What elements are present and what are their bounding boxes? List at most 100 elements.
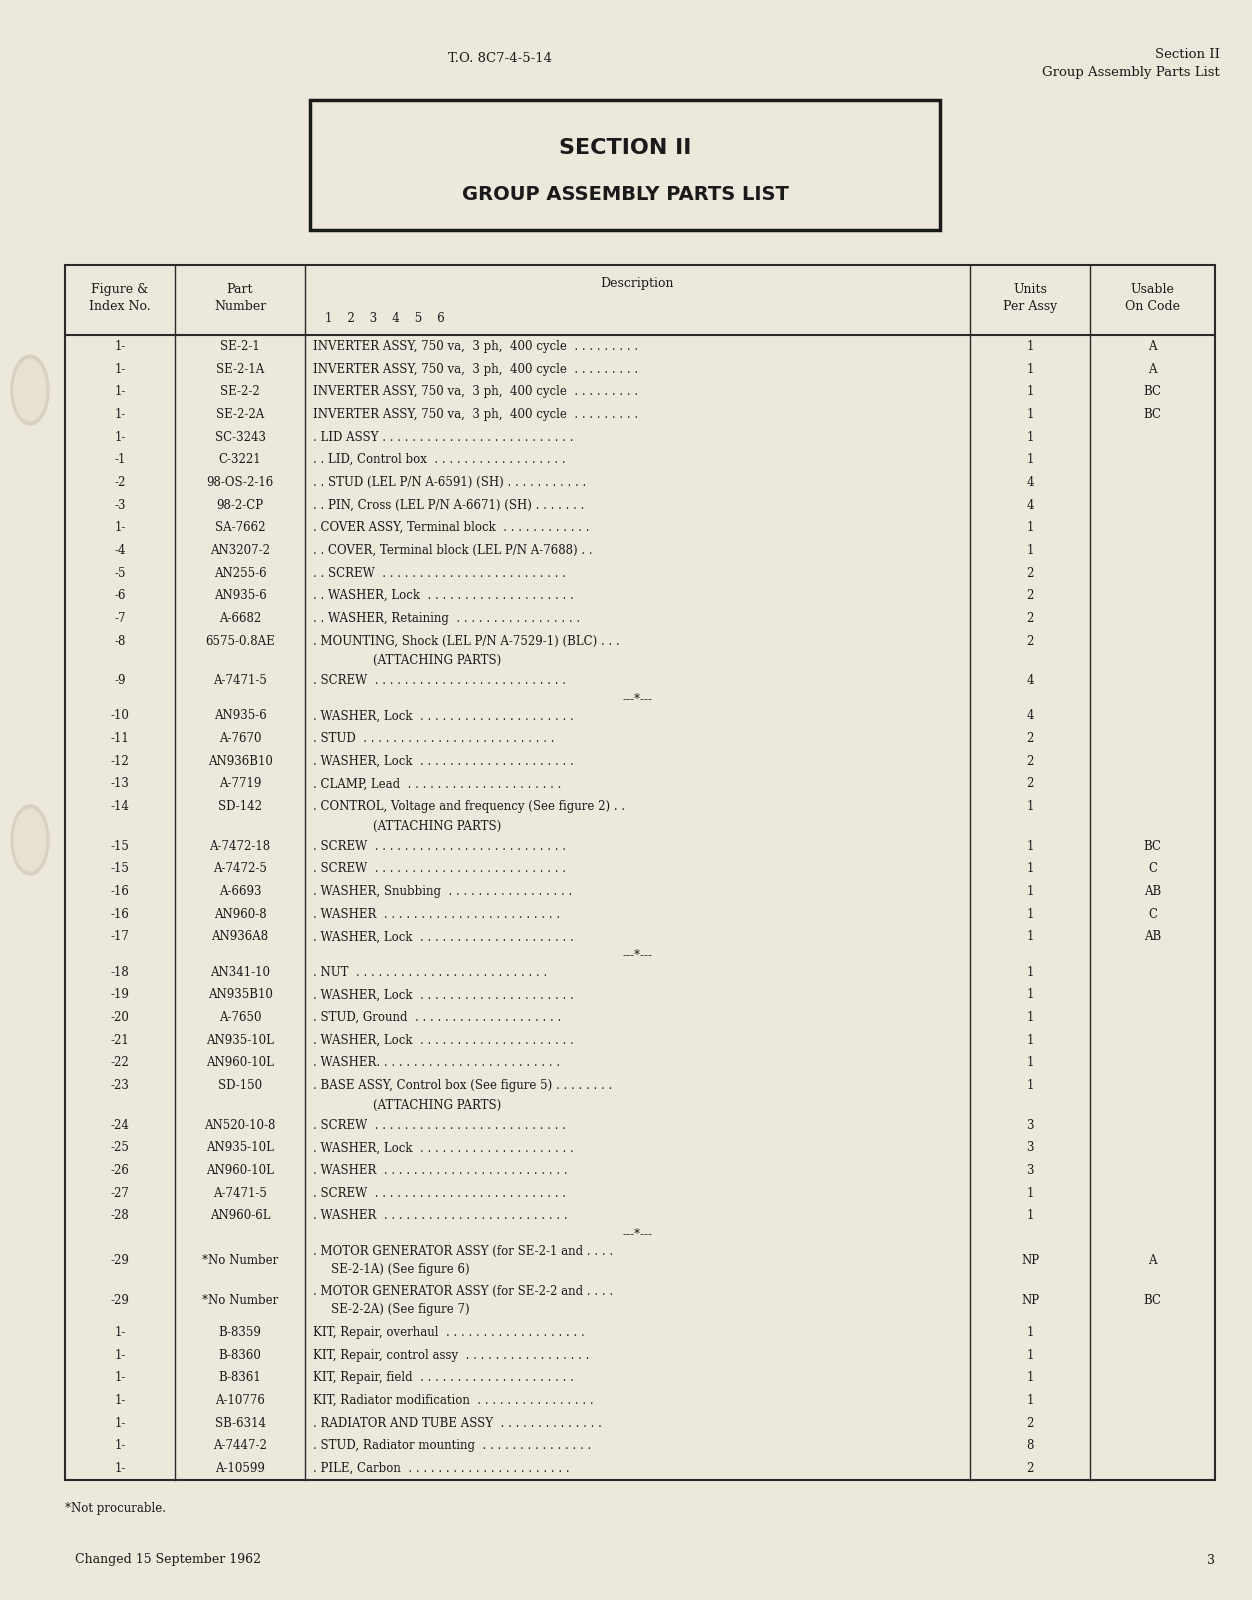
Text: 1: 1 — [1027, 966, 1034, 979]
Text: . COVER ASSY, Terminal block  . . . . . . . . . . . .: . COVER ASSY, Terminal block . . . . . .… — [313, 522, 590, 534]
Text: . WASHER  . . . . . . . . . . . . . . . . . . . . . . . . .: . WASHER . . . . . . . . . . . . . . . .… — [313, 1165, 567, 1178]
Text: -14: -14 — [110, 800, 129, 813]
Text: . SCREW  . . . . . . . . . . . . . . . . . . . . . . . . . .: . SCREW . . . . . . . . . . . . . . . . … — [313, 840, 566, 853]
Text: -3: -3 — [114, 499, 125, 512]
Text: 1: 1 — [1027, 1394, 1034, 1406]
Text: A-7471-5: A-7471-5 — [213, 674, 267, 688]
Text: -25: -25 — [110, 1141, 129, 1154]
Bar — [65, 266, 1214, 1480]
Text: ---*---: ---*--- — [622, 691, 652, 706]
Text: . LID ASSY . . . . . . . . . . . . . . . . . . . . . . . . . .: . LID ASSY . . . . . . . . . . . . . . .… — [313, 430, 573, 443]
Text: -24: -24 — [110, 1118, 129, 1131]
Text: -15: -15 — [110, 862, 129, 875]
Text: . NUT  . . . . . . . . . . . . . . . . . . . . . . . . . .: . NUT . . . . . . . . . . . . . . . . . … — [313, 966, 547, 979]
Text: 2: 2 — [1027, 589, 1034, 602]
Text: A-7472-18: A-7472-18 — [209, 840, 270, 853]
Text: 1-: 1- — [114, 1394, 125, 1406]
Text: 98-2-CP: 98-2-CP — [217, 499, 264, 512]
Text: -29: -29 — [110, 1294, 129, 1307]
Text: . STUD, Radiator mounting  . . . . . . . . . . . . . . .: . STUD, Radiator mounting . . . . . . . … — [313, 1440, 591, 1453]
Text: 1: 1 — [1027, 862, 1034, 875]
Text: . SCREW  . . . . . . . . . . . . . . . . . . . . . . . . . .: . SCREW . . . . . . . . . . . . . . . . … — [313, 674, 566, 688]
Text: SD-142: SD-142 — [218, 800, 262, 813]
Text: 4: 4 — [1027, 475, 1034, 490]
Text: *Not procurable.: *Not procurable. — [65, 1502, 167, 1515]
Text: C: C — [1148, 862, 1157, 875]
Text: BC: BC — [1143, 1294, 1162, 1307]
Text: . STUD, Ground  . . . . . . . . . . . . . . . . . . . .: . STUD, Ground . . . . . . . . . . . . .… — [313, 1011, 561, 1024]
Text: A-7650: A-7650 — [219, 1011, 262, 1024]
Text: 1: 1 — [1027, 1349, 1034, 1362]
Text: AN936A8: AN936A8 — [212, 931, 269, 944]
Text: -9: -9 — [114, 674, 125, 688]
Text: 1: 1 — [1027, 840, 1034, 853]
Text: A: A — [1148, 339, 1157, 354]
Text: -23: -23 — [110, 1078, 129, 1091]
Text: 4: 4 — [1027, 499, 1034, 512]
Text: -2: -2 — [114, 475, 125, 490]
Ellipse shape — [11, 805, 49, 875]
Text: -19: -19 — [110, 989, 129, 1002]
Text: INVERTER ASSY, 750 va,  3 ph,  400 cycle  . . . . . . . . .: INVERTER ASSY, 750 va, 3 ph, 400 cycle .… — [313, 339, 639, 354]
Text: SE-2-1A) (See figure 6): SE-2-1A) (See figure 6) — [331, 1262, 470, 1275]
Text: -26: -26 — [110, 1165, 129, 1178]
Text: Per Assy: Per Assy — [1003, 301, 1057, 314]
Text: 1: 1 — [1027, 1326, 1034, 1339]
Text: . RADIATOR AND TUBE ASSY  . . . . . . . . . . . . . .: . RADIATOR AND TUBE ASSY . . . . . . . .… — [313, 1418, 602, 1430]
Text: AN935-6: AN935-6 — [214, 589, 267, 602]
Text: -8: -8 — [114, 635, 125, 648]
Text: -17: -17 — [110, 931, 129, 944]
Text: . WASHER. . . . . . . . . . . . . . . . . . . . . . . . .: . WASHER. . . . . . . . . . . . . . . . … — [313, 1056, 560, 1069]
Text: 1: 1 — [1027, 408, 1034, 421]
Text: Group Assembly Parts List: Group Assembly Parts List — [1042, 66, 1219, 78]
Text: AN935-6: AN935-6 — [214, 709, 267, 723]
Text: BC: BC — [1143, 408, 1162, 421]
Text: 1-: 1- — [114, 408, 125, 421]
Text: . . LID, Control box  . . . . . . . . . . . . . . . . . .: . . LID, Control box . . . . . . . . . .… — [313, 453, 566, 466]
Text: 1-: 1- — [114, 1462, 125, 1475]
Text: 3: 3 — [1027, 1141, 1034, 1154]
Text: ---*---: ---*--- — [622, 949, 652, 962]
Text: SE-2-2A) (See figure 7): SE-2-2A) (See figure 7) — [331, 1304, 470, 1317]
Text: B-8360: B-8360 — [219, 1349, 262, 1362]
Text: AB: AB — [1144, 931, 1161, 944]
Text: A-7719: A-7719 — [219, 778, 262, 790]
Text: SD-150: SD-150 — [218, 1078, 262, 1091]
Text: 1    2    3    4    5    6: 1 2 3 4 5 6 — [326, 312, 444, 325]
Text: . WASHER, Lock  . . . . . . . . . . . . . . . . . . . . .: . WASHER, Lock . . . . . . . . . . . . .… — [313, 931, 573, 944]
Text: AN960-10L: AN960-10L — [207, 1056, 274, 1069]
Text: -21: -21 — [110, 1034, 129, 1046]
Text: On Code: On Code — [1126, 301, 1179, 314]
Text: (ATTACHING PARTS): (ATTACHING PARTS) — [373, 1099, 501, 1112]
Text: 1-: 1- — [114, 339, 125, 354]
Text: . WASHER, Snubbing  . . . . . . . . . . . . . . . . .: . WASHER, Snubbing . . . . . . . . . . .… — [313, 885, 572, 898]
Text: A-7447-2: A-7447-2 — [213, 1440, 267, 1453]
Text: 1-: 1- — [114, 1326, 125, 1339]
Text: 2: 2 — [1027, 755, 1034, 768]
Text: 8: 8 — [1027, 1440, 1034, 1453]
Text: ---*---: ---*--- — [622, 1227, 652, 1240]
Text: -28: -28 — [110, 1210, 129, 1222]
Text: AN935-10L: AN935-10L — [207, 1034, 274, 1046]
Text: . . WASHER, Retaining  . . . . . . . . . . . . . . . . .: . . WASHER, Retaining . . . . . . . . . … — [313, 611, 580, 626]
Text: 1: 1 — [1027, 1056, 1034, 1069]
Ellipse shape — [14, 358, 46, 421]
Text: AN520-10-8: AN520-10-8 — [204, 1118, 275, 1131]
Text: SE-2-2: SE-2-2 — [220, 386, 260, 398]
Text: . SCREW  . . . . . . . . . . . . . . . . . . . . . . . . . .: . SCREW . . . . . . . . . . . . . . . . … — [313, 1118, 566, 1131]
Text: 2: 2 — [1027, 1462, 1034, 1475]
Text: AB: AB — [1144, 885, 1161, 898]
Text: BC: BC — [1143, 840, 1162, 853]
Text: -5: -5 — [114, 566, 125, 579]
Text: INVERTER ASSY, 750 va,  3 ph,  400 cycle  . . . . . . . . .: INVERTER ASSY, 750 va, 3 ph, 400 cycle .… — [313, 386, 639, 398]
Text: . WASHER, Lock  . . . . . . . . . . . . . . . . . . . . .: . WASHER, Lock . . . . . . . . . . . . .… — [313, 989, 573, 1002]
Text: . WASHER, Lock  . . . . . . . . . . . . . . . . . . . . .: . WASHER, Lock . . . . . . . . . . . . .… — [313, 755, 573, 768]
Text: (ATTACHING PARTS): (ATTACHING PARTS) — [373, 819, 501, 834]
Text: A-10776: A-10776 — [215, 1394, 265, 1406]
Text: . . WASHER, Lock  . . . . . . . . . . . . . . . . . . . .: . . WASHER, Lock . . . . . . . . . . . .… — [313, 589, 573, 602]
Text: A: A — [1148, 363, 1157, 376]
Text: SE-2-2A: SE-2-2A — [215, 408, 264, 421]
Text: AN935-10L: AN935-10L — [207, 1141, 274, 1154]
Text: . MOUNTING, Shock (LEL P/N A-7529-1) (BLC) . . .: . MOUNTING, Shock (LEL P/N A-7529-1) (BL… — [313, 635, 620, 648]
Text: 98-OS-2-16: 98-OS-2-16 — [207, 475, 274, 490]
